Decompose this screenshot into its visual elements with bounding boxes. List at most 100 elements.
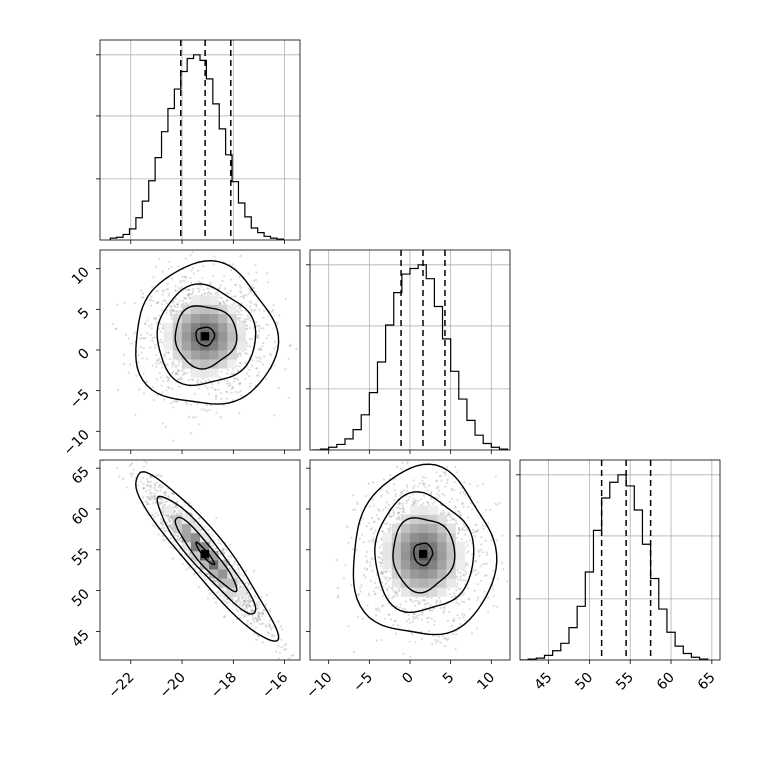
sample-point: [396, 624, 399, 627]
sample-point: [183, 296, 186, 299]
sample-point: [163, 355, 166, 358]
sample-point: [227, 601, 230, 604]
sample-point: [218, 301, 221, 304]
sample-point: [249, 385, 252, 388]
sample-point: [203, 525, 206, 528]
sample-point: [378, 546, 381, 549]
sample-point: [414, 616, 417, 619]
sample-point: [223, 302, 226, 305]
sample-point: [179, 540, 183, 543]
sample-point: [378, 518, 381, 521]
sample-point: [398, 515, 401, 518]
scatter-content: [335, 450, 509, 658]
sample-point: [245, 372, 249, 375]
sample-point: [233, 376, 236, 380]
sample-point: [414, 499, 418, 502]
sample-point: [255, 601, 258, 604]
sample-point: [190, 520, 194, 524]
sample-point: [257, 348, 260, 351]
sample-point: [142, 392, 146, 395]
sample-point: [387, 597, 391, 600]
density-cell: [437, 541, 447, 552]
sample-point: [276, 321, 279, 324]
sample-point: [387, 491, 390, 495]
sample-point: [167, 292, 170, 295]
sample-point: [484, 525, 487, 528]
sample-point: [220, 370, 223, 373]
sample-point: [171, 365, 174, 368]
sample-point: [456, 522, 459, 525]
sample-point: [213, 597, 216, 600]
sample-point: [231, 373, 235, 376]
sample-point: [456, 625, 459, 629]
sample-point: [165, 514, 168, 517]
sample-point: [205, 572, 208, 575]
sample-point: [158, 258, 161, 261]
sample-point: [454, 505, 457, 509]
sample-point: [259, 327, 262, 330]
sample-point: [222, 548, 225, 551]
sample-point: [484, 508, 487, 512]
sample-point: [229, 289, 233, 292]
sample-point: [458, 603, 461, 606]
sample-point: [422, 482, 425, 485]
sample-point: [368, 561, 371, 564]
sample-point: [206, 287, 209, 290]
sample-point: [424, 476, 427, 479]
sample-point: [268, 610, 272, 613]
sample-point: [142, 454, 144, 456]
sample-point: [181, 302, 185, 305]
sample-point: [188, 552, 191, 555]
sample-point: [463, 525, 466, 528]
sample-point: [179, 536, 183, 540]
sample-point: [365, 568, 368, 571]
sample-point: [185, 371, 188, 374]
density-cell: [400, 532, 411, 543]
sample-point: [271, 308, 275, 312]
sample-point: [150, 299, 153, 302]
sample-point: [437, 485, 440, 488]
sample-point: [404, 450, 406, 452]
sample-point: [176, 303, 179, 306]
sample-point: [256, 603, 259, 607]
sample-point: [368, 505, 371, 508]
sample-point: [189, 254, 192, 257]
sample-point: [243, 294, 246, 297]
sample-point: [165, 351, 168, 354]
sample-point: [243, 600, 246, 603]
sample-point: [174, 505, 177, 509]
sample-point: [216, 591, 219, 595]
density-cell: [200, 295, 210, 305]
sample-point: [250, 291, 253, 294]
sample-point: [172, 492, 175, 495]
contour-level-4: [135, 471, 280, 642]
sample-point: [183, 276, 186, 279]
sample-point: [414, 641, 417, 644]
sample-point: [291, 654, 295, 657]
sample-point: [239, 585, 242, 588]
sample-point: [268, 608, 272, 611]
sample-point: [163, 299, 167, 302]
sample-point: [223, 274, 226, 278]
sample-point: [171, 492, 174, 495]
sample-point: [389, 515, 393, 518]
sample-point: [367, 482, 371, 485]
sample-point: [381, 572, 385, 575]
sample-point: [425, 617, 429, 620]
density-cell: [172, 340, 183, 351]
sample-point: [350, 536, 353, 539]
sample-point: [237, 609, 240, 612]
sample-point: [236, 579, 239, 583]
sample-point: [446, 478, 449, 481]
sample-point: [462, 574, 466, 577]
density-cell: [227, 322, 237, 333]
sample-point: [248, 317, 251, 320]
sample-point: [157, 533, 160, 536]
sample-point: [161, 485, 164, 488]
sample-point: [389, 570, 392, 573]
sample-point: [443, 606, 446, 609]
sample-point: [116, 303, 119, 306]
sample-point: [200, 285, 203, 288]
sample-point: [219, 594, 222, 597]
sample-point: [168, 524, 171, 527]
